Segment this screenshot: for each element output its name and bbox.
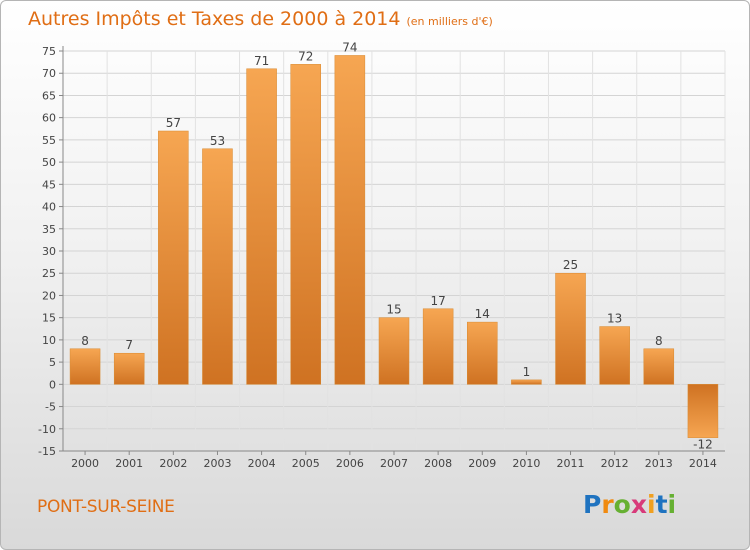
data-label-2006: 74: [342, 40, 357, 54]
x-tick-label-2010: 2010: [512, 457, 540, 470]
bar-2014: [687, 384, 719, 438]
bar-2008: [422, 308, 454, 385]
y-tick-label: 15: [42, 312, 56, 325]
y-tick-label: -5: [45, 401, 56, 414]
bars: [69, 55, 719, 438]
x-tick-label-2007: 2007: [380, 457, 408, 470]
bar-2002: [158, 130, 189, 385]
x-tick-label-2000: 2000: [71, 457, 99, 470]
y-tick-label: 35: [42, 223, 56, 236]
data-label-2007: 15: [386, 303, 401, 317]
y-tick-label: 75: [42, 45, 56, 58]
bar-2005: [290, 64, 321, 385]
logo-letter: x: [630, 490, 647, 519]
y-tick-label: 55: [42, 134, 56, 147]
chart-title: Autres Impôts et Taxes de 2000 à 2014 (en…: [28, 8, 493, 30]
data-label-2004: 71: [254, 54, 269, 68]
data-label-2005: 72: [298, 49, 313, 63]
logo-letter: r: [601, 490, 614, 519]
bar-2001: [113, 352, 145, 385]
bar-2010: [511, 379, 542, 385]
y-tick-labels: -15 -10 -5 0 5 10 15 20 25 30 35 40 45 50 55 60 65 70 75: [38, 45, 56, 458]
y-tick-label: 60: [42, 112, 56, 125]
bar-2006: [334, 55, 366, 385]
location-name: PONT-SUR-SEINE: [37, 497, 175, 517]
data-label-2001: 7: [125, 338, 133, 352]
x-tick-label-2002: 2002: [159, 457, 187, 470]
title-main: Autres Impôts et Taxes de 2000 à 2014: [28, 8, 401, 30]
logo-letter: i: [667, 490, 677, 519]
y-tick-label: 30: [42, 245, 56, 258]
bar-2007: [378, 317, 410, 385]
y-tick-label: -15: [38, 445, 56, 458]
y-tick-label: 20: [42, 289, 56, 302]
bar-2003: [202, 148, 233, 385]
y-tick-label: 45: [42, 178, 56, 191]
bar-2011: [555, 272, 586, 385]
x-tick-label-2006: 2006: [336, 457, 364, 470]
y-tick-label: -10: [38, 423, 56, 436]
data-label-2003: 53: [210, 134, 225, 148]
x-tick-label-2004: 2004: [248, 457, 276, 470]
data-label-2009: 14: [475, 307, 490, 321]
data-labels: 8 7 57 53 71 72 74 15 17 14 1 25 13 8 -12: [81, 40, 712, 451]
x-tick-label-2005: 2005: [292, 457, 320, 470]
logo-letter: P: [583, 490, 602, 519]
y-tick-label: 40: [42, 201, 56, 214]
bar-2009: [467, 321, 498, 385]
data-label-2010: 1: [523, 365, 531, 379]
y-tick-label: 65: [42, 89, 56, 102]
y-tick-label: 0: [49, 378, 56, 391]
x-tick-label-2003: 2003: [203, 457, 231, 470]
logo-letter: i: [647, 490, 656, 519]
x-tick-label-2011: 2011: [557, 457, 585, 470]
bar-2000: [69, 348, 101, 385]
data-label-2008: 17: [430, 294, 445, 308]
data-label-2011: 25: [563, 258, 578, 272]
y-tick-label: 5: [49, 356, 56, 369]
x-tick-label-2008: 2008: [424, 457, 452, 470]
x-tick-label-2013: 2013: [645, 457, 673, 470]
logo-letter: t: [655, 490, 668, 519]
x-tick-label-2001: 2001: [115, 457, 143, 470]
x-tick-label-2014: 2014: [689, 457, 717, 470]
data-label-2013: 8: [655, 334, 663, 348]
data-label-2012: 13: [607, 312, 622, 326]
y-tick-label: 50: [42, 156, 56, 169]
y-tick-label: 10: [42, 334, 56, 347]
bar-2004: [246, 68, 277, 385]
y-tick-label: 25: [42, 267, 56, 280]
bar-2013: [643, 348, 675, 385]
y-tick-label: 70: [42, 67, 56, 80]
proxiti-logo: Proxiti: [583, 490, 676, 519]
data-label-2014: -12: [693, 438, 713, 452]
data-label-2000: 8: [81, 334, 89, 348]
x-tick-label-2009: 2009: [468, 457, 496, 470]
logo-letter: o: [613, 490, 631, 519]
bar-2012: [599, 326, 630, 385]
title-unit: (en milliers d'€): [406, 15, 493, 28]
data-label-2002: 57: [166, 116, 181, 130]
x-tick-labels: 2000 2001 2002 2003 2004 2005 2006 2007 2008 2009…: [71, 451, 717, 470]
x-tick-label-2012: 2012: [601, 457, 629, 470]
